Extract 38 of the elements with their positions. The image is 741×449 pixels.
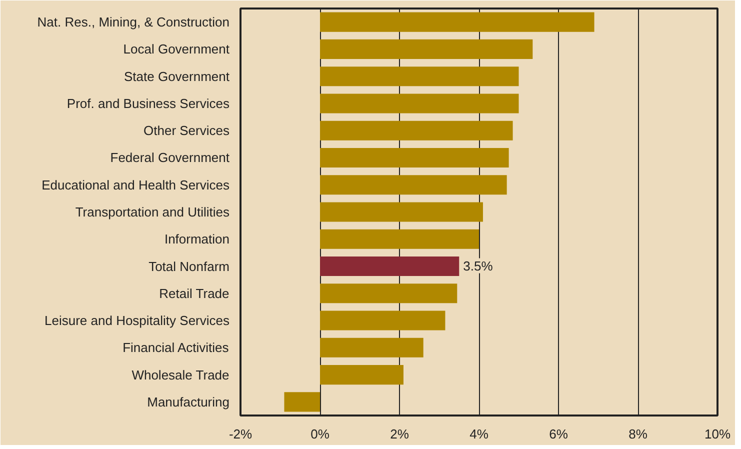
x-tick-label: 2% [390, 426, 410, 442]
bar [320, 66, 519, 86]
bar [320, 310, 446, 330]
bar [320, 12, 594, 32]
bar [320, 256, 460, 276]
bar [320, 229, 479, 249]
y-tick-label: Financial Activities [122, 340, 230, 356]
bar [320, 39, 533, 59]
bar [320, 148, 509, 168]
bar [320, 284, 458, 304]
y-tick-label: Manufacturing [147, 394, 230, 410]
y-tick-label: Retail Trade [159, 286, 230, 301]
bar [320, 202, 483, 222]
y-tick-label: Information [164, 232, 230, 247]
y-tick-label: Total Nonfarm [148, 258, 230, 274]
y-tick-label: Transportation and Utilities [75, 204, 230, 220]
bar [320, 94, 519, 114]
x-tick-label: 4% [470, 426, 489, 442]
y-tick-label: Federal Government [110, 150, 230, 166]
bar [284, 392, 320, 412]
y-tick-label: Prof. and Business Services [66, 96, 230, 111]
y-tick-label: Nat. Res., Mining, & Construction [37, 14, 230, 30]
y-tick-label: State Government [124, 68, 230, 84]
bar [320, 120, 513, 140]
bar [320, 338, 424, 358]
data-label: 3.5% [463, 258, 494, 274]
bar [320, 365, 404, 385]
y-tick-label: Local Government [123, 42, 230, 57]
x-tick-label: 8% [628, 426, 648, 442]
x-tick-label: 6% [549, 426, 568, 442]
y-tick-label: Other Services [144, 123, 230, 138]
y-tick-label: Educational and Health Services [42, 177, 230, 192]
y-tick-label: Leisure and Hospitality Services [44, 313, 230, 328]
x-tick-label: 0% [310, 426, 330, 442]
x-tick-label: 10% [704, 426, 731, 442]
x-tick-label: -2% [228, 426, 252, 442]
y-tick-label: Wholesale Trade [132, 367, 230, 382]
bar [320, 175, 507, 195]
